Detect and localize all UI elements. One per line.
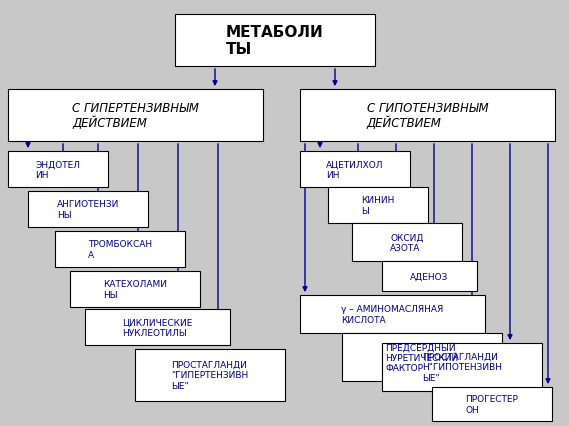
Text: С ГИПОТЕНЗИВНЫМ
ДЕЙСТВИЕМ: С ГИПОТЕНЗИВНЫМ ДЕЙСТВИЕМ xyxy=(366,101,488,130)
FancyBboxPatch shape xyxy=(28,192,148,227)
Text: АНГИОТЕНЗИ
НЫ: АНГИОТЕНЗИ НЫ xyxy=(57,200,119,219)
Text: КАТЕХОЛАМИ
НЫ: КАТЕХОЛАМИ НЫ xyxy=(103,279,167,299)
Text: ПРОСТАГЛАНДИ
Н"ГИПОТЕНЗИВН
ЫЕ": ПРОСТАГЛАНДИ Н"ГИПОТЕНЗИВН ЫЕ" xyxy=(422,352,502,382)
Text: ПРЕДСЕРДНЫЙ
НУРЕТИЧЕСКИЙ
ФАКТОР: ПРЕДСЕРДНЫЙ НУРЕТИЧЕСКИЙ ФАКТОР xyxy=(385,342,459,372)
FancyBboxPatch shape xyxy=(175,15,375,67)
Text: ПРОГЕСТЕР
ОН: ПРОГЕСТЕР ОН xyxy=(465,394,518,414)
Text: ОКСИД
АЗОТА: ОКСИД АЗОТА xyxy=(390,233,424,252)
Text: γ – АМИНОМАСЛЯНАЯ
КИСЛОТА: γ – АМИНОМАСЛЯНАЯ КИСЛОТА xyxy=(341,305,444,324)
FancyBboxPatch shape xyxy=(382,343,542,391)
FancyBboxPatch shape xyxy=(55,231,185,268)
FancyBboxPatch shape xyxy=(8,152,108,187)
FancyBboxPatch shape xyxy=(8,90,263,142)
Text: АЦЕТИЛХОЛ
ИН: АЦЕТИЛХОЛ ИН xyxy=(326,160,384,179)
Text: С ГИПЕРТЕНЗИВНЫМ
ДЕЙСТВИЕМ: С ГИПЕРТЕНЗИВНЫМ ДЕЙСТВИЕМ xyxy=(72,101,199,130)
Text: ПРОСТАГЛАНДИ
"ГИПЕРТЕНЗИВН
ЫЕ": ПРОСТАГЛАНДИ "ГИПЕРТЕНЗИВН ЫЕ" xyxy=(171,360,249,390)
FancyBboxPatch shape xyxy=(432,387,552,421)
FancyBboxPatch shape xyxy=(135,349,285,401)
FancyBboxPatch shape xyxy=(342,333,502,381)
FancyBboxPatch shape xyxy=(70,271,200,307)
Text: ТРОМБОКСАН
А: ТРОМБОКСАН А xyxy=(88,240,152,259)
FancyBboxPatch shape xyxy=(352,224,462,262)
Text: ЭНДОТЕЛ
ИН: ЭНДОТЕЛ ИН xyxy=(35,160,80,179)
FancyBboxPatch shape xyxy=(85,309,230,345)
Text: ЦИКЛИЧЕСКИЕ
НУКЛЕОТИЛЫ: ЦИКЛИЧЕСКИЕ НУКЛЕОТИЛЫ xyxy=(122,317,193,337)
FancyBboxPatch shape xyxy=(300,90,555,142)
Text: АДЕНОЗ: АДЕНОЗ xyxy=(410,272,449,281)
Text: КИНИН
Ы: КИНИН Ы xyxy=(361,196,395,215)
FancyBboxPatch shape xyxy=(300,152,410,187)
FancyBboxPatch shape xyxy=(382,262,477,291)
FancyBboxPatch shape xyxy=(328,187,428,224)
Text: МЕТАБОЛИ
ТЫ: МЕТАБОЛИ ТЫ xyxy=(226,25,324,57)
FancyBboxPatch shape xyxy=(300,295,485,333)
